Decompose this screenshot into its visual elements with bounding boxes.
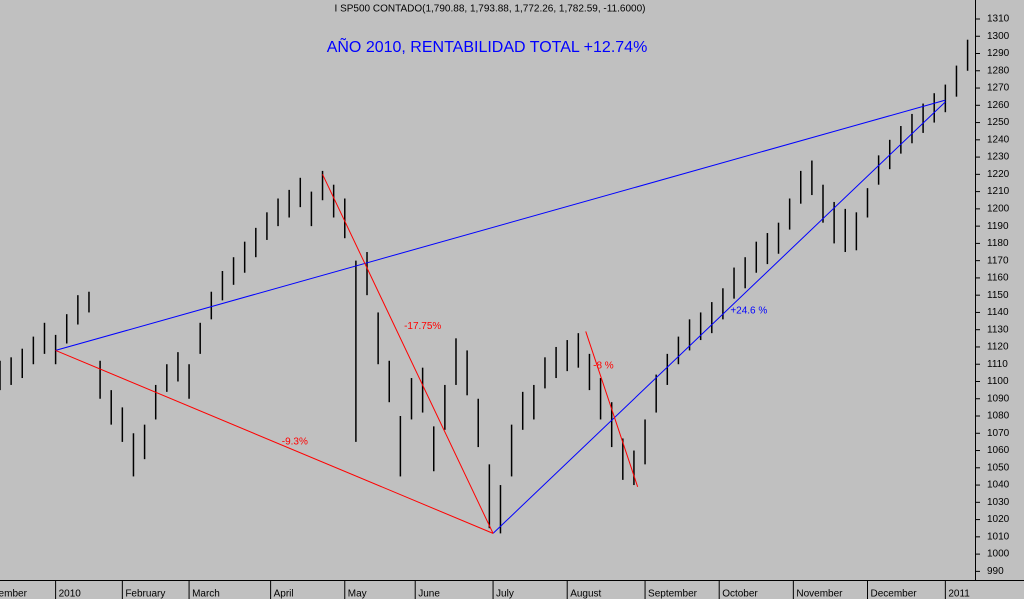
y-tick-label: 1220 <box>987 169 1010 180</box>
y-tick-label: 1200 <box>987 204 1010 215</box>
x-tick-label: November <box>796 589 843 599</box>
x-tick-label: June <box>418 589 440 599</box>
x-tick-label: May <box>348 589 367 599</box>
y-tick-label: 1130 <box>987 324 1009 335</box>
y-tick-label: 1040 <box>987 480 1010 491</box>
trend-line <box>55 349 494 534</box>
annotation: +24.6 % <box>730 305 767 316</box>
y-tick-label: 1150 <box>987 290 1009 301</box>
y-tick-label: 1170 <box>987 255 1009 266</box>
trend-line <box>322 174 494 534</box>
chart-title: AÑO 2010, RENTABILIDAD TOTAL +12.74% <box>327 36 648 56</box>
annotation: -9.3% <box>282 437 308 448</box>
y-tick-label: 1310 <box>987 14 1010 25</box>
y-tick-label: 1300 <box>987 31 1010 42</box>
x-tick-label: October <box>722 589 758 599</box>
y-tick-label: 1180 <box>987 238 1009 249</box>
trend-line <box>585 331 639 487</box>
y-tick-label: 1070 <box>987 428 1010 439</box>
y-tick-label: 1120 <box>987 342 1009 353</box>
y-tick-label: 1110 <box>987 359 1008 370</box>
y-tick-label: 1260 <box>987 100 1010 111</box>
x-tick-label: December <box>0 589 28 599</box>
x-tick-label: March <box>192 589 220 599</box>
y-tick-label: 1050 <box>987 462 1010 473</box>
y-tick-label: 1090 <box>987 393 1010 404</box>
y-tick-label: 1250 <box>987 117 1010 128</box>
x-tick-label: 2010 <box>59 589 82 599</box>
trend-line <box>55 99 946 351</box>
annotation: -8 % <box>593 361 614 372</box>
y-tick-label: 1210 <box>987 186 1010 197</box>
trend-line <box>492 101 946 534</box>
x-tick-label: April <box>274 589 294 599</box>
y-tick-label: 1030 <box>987 497 1010 508</box>
x-tick-label: July <box>496 589 514 599</box>
x-tick-label: 2011 <box>948 589 970 599</box>
y-tick-label: 1060 <box>987 445 1010 456</box>
y-tick-label: 1190 <box>987 221 1009 232</box>
y-tick-label: 1010 <box>987 531 1010 542</box>
chart-header: I SP500 CONTADO(1,790.88, 1,793.88, 1,77… <box>335 4 646 15</box>
x-tick-label: August <box>570 589 601 599</box>
y-tick-label: 1270 <box>987 83 1010 94</box>
x-tick-label: December <box>870 589 917 599</box>
y-tick-label: 990 <box>987 566 1004 577</box>
y-tick-label: 1160 <box>987 273 1009 284</box>
y-tick-label: 1280 <box>987 65 1010 76</box>
y-tick-label: 1140 <box>987 307 1009 318</box>
y-tick-label: 1240 <box>987 134 1010 145</box>
y-tick-label: 1230 <box>987 152 1010 163</box>
x-tick-label: September <box>648 589 698 599</box>
y-tick-label: 1020 <box>987 514 1010 525</box>
y-tick-label: 1080 <box>987 411 1010 422</box>
annotation: -17.75% <box>404 321 441 332</box>
y-tick-label: 1290 <box>987 48 1010 59</box>
y-tick-label: 1100 <box>987 376 1009 387</box>
x-tick-label: February <box>125 589 165 599</box>
y-tick-label: 1000 <box>987 549 1010 560</box>
